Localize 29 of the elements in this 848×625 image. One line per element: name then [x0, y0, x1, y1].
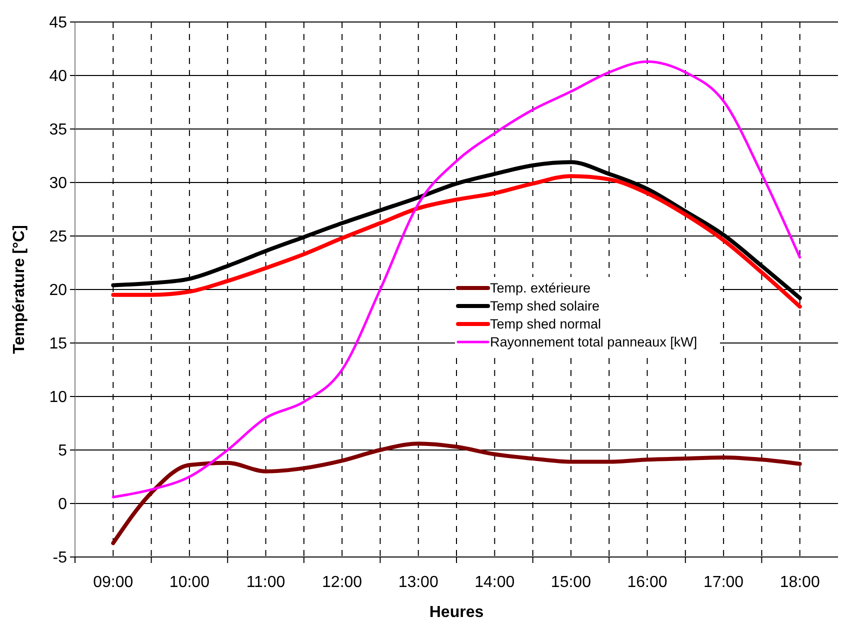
- x-tick-label: 16:00: [627, 574, 668, 591]
- x-tick-label: 09:00: [93, 574, 134, 591]
- x-tick-label: 11:00: [246, 574, 286, 591]
- y-tick-label: 25: [49, 228, 68, 246]
- y-tick-label: 0: [58, 496, 68, 514]
- legend-label: Rayonnement total panneaux [kW]: [490, 334, 698, 350]
- legend-label: Temp shed normal: [490, 316, 602, 332]
- y-tick-label: 20: [49, 282, 68, 300]
- y-tick-label: 45: [49, 14, 68, 32]
- y-axis-title: Température [°C]: [11, 225, 28, 354]
- y-tick-label: 40: [49, 68, 68, 86]
- x-tick-label: 18:00: [780, 574, 820, 591]
- y-tick-label: 10: [49, 389, 68, 406]
- x-tick-label: 17:00: [704, 574, 744, 591]
- y-tick-label: -5: [52, 550, 68, 567]
- line-series: [112, 60, 802, 498]
- x-tick-label: 13:00: [398, 574, 438, 591]
- y-tick-label: 15: [49, 336, 68, 353]
- y-tick-label: 30: [49, 175, 68, 192]
- x-tick-label: 14:00: [474, 574, 515, 591]
- legend-label: Temp shed solaire: [490, 298, 600, 314]
- legend-label: Temp. extérieure: [490, 280, 591, 296]
- x-tick-label: 15:00: [550, 574, 592, 591]
- y-tick-label: 35: [49, 122, 68, 139]
- x-tick-label: 12:00: [322, 574, 362, 591]
- x-tick-label: 10:00: [169, 574, 210, 591]
- y-tick-label: 5: [58, 442, 68, 460]
- line-series: [111, 442, 802, 546]
- x-axis-title: Heures: [429, 604, 484, 621]
